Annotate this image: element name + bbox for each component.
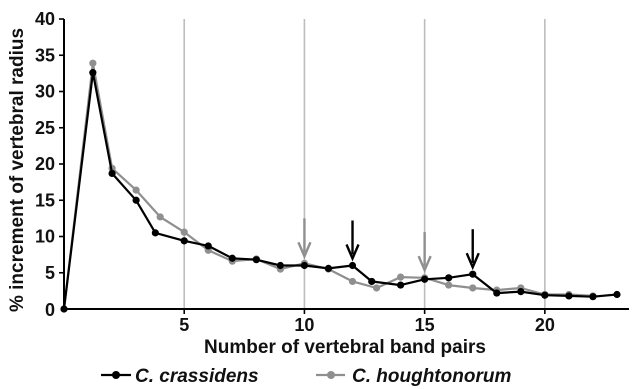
data-point-crassidens-5 bbox=[180, 237, 188, 245]
y-tick-label-40: 40 bbox=[35, 9, 55, 29]
tick-labels: 5 10 15 20 25 30 35 40 0 5 10 15 20 bbox=[35, 9, 555, 335]
y-tick-label-15: 15 bbox=[35, 190, 55, 210]
arrow-head-2 bbox=[417, 255, 432, 274]
data-point-crassidens-16 bbox=[445, 274, 453, 282]
data-point-houghtonorum-14 bbox=[396, 273, 405, 281]
data-point-houghtonorum-5 bbox=[180, 228, 188, 236]
data-point-houghtonorum-1 bbox=[89, 59, 97, 67]
data-point-crassidens-9 bbox=[276, 261, 284, 270]
data-point-crassidens-18 bbox=[493, 289, 501, 297]
y-axis-title: % increment of vertebral radius bbox=[7, 28, 28, 312]
series-line-crassidens bbox=[62, 71, 618, 310]
x-tick-label-15: 15 bbox=[415, 315, 435, 335]
x-axis-title: Number of vertebral band pairs bbox=[204, 337, 486, 358]
x-tick-label-20: 20 bbox=[535, 315, 555, 335]
data-point-crassidens-1 bbox=[89, 69, 97, 77]
legend-label-crassidens: C. crassidens bbox=[135, 366, 259, 387]
data-point-crassidens-4 bbox=[151, 229, 159, 237]
data-point-crassidens-11 bbox=[324, 264, 333, 272]
legend-item-houghtonorum: C. houghtonorum bbox=[316, 366, 511, 387]
legend-item-crassidens: C. crassidens bbox=[101, 366, 259, 387]
data-point-houghtonorum-16 bbox=[445, 281, 453, 289]
y-tick-label-35: 35 bbox=[35, 45, 55, 65]
legend-marker-houghtonorum bbox=[327, 371, 335, 379]
legend: C. crassidens C. houghtonorum bbox=[101, 366, 511, 387]
data-point-houghtonorum-3 bbox=[132, 186, 140, 194]
data-point-crassidens-22 bbox=[589, 293, 597, 301]
y-tick-label-25: 25 bbox=[35, 118, 55, 138]
data-point-crassidens-10 bbox=[300, 261, 309, 270]
data-point-crassidens-17 bbox=[469, 270, 477, 278]
data-point-crassidens-6 bbox=[204, 242, 212, 250]
legend-label-houghtonorum: C. houghtonorum bbox=[352, 366, 511, 387]
annotation-arrows bbox=[297, 218, 480, 274]
data-point-crassidens-3 bbox=[132, 196, 140, 204]
arrow-head-1 bbox=[345, 244, 360, 262]
data-point-crassidens-13 bbox=[368, 277, 376, 286]
grid-lines bbox=[183, 19, 546, 309]
data-point-crassidens-7 bbox=[228, 254, 236, 262]
y-tick-label-30: 30 bbox=[35, 82, 55, 102]
data-point-houghtonorum-17 bbox=[469, 284, 477, 292]
data-point-crassidens-20 bbox=[541, 291, 549, 299]
y-tick-label-5: 5 bbox=[45, 263, 55, 283]
data-point-crassidens-12 bbox=[348, 261, 357, 270]
y-tick-label-10: 10 bbox=[35, 227, 55, 247]
data-point-crassidens-21 bbox=[565, 292, 573, 300]
data-point-crassidens-8 bbox=[252, 256, 260, 264]
data-point-houghtonorum-4 bbox=[156, 213, 164, 221]
data-point-crassidens-19 bbox=[517, 288, 525, 296]
data-point-crassidens-2 bbox=[108, 169, 116, 178]
data-point-houghtonorum-12 bbox=[348, 277, 357, 286]
y-tick-label-20: 20 bbox=[35, 154, 55, 174]
data-point-crassidens-23 bbox=[613, 290, 621, 299]
series-lines bbox=[60, 59, 621, 313]
origin-tick-label: 0 bbox=[45, 300, 55, 320]
x-tick-label-5: 5 bbox=[179, 315, 189, 335]
data-point-crassidens-14 bbox=[396, 281, 405, 289]
arrow-head-0 bbox=[297, 241, 312, 260]
legend-marker-crassidens bbox=[112, 371, 120, 379]
data-point-crassidens-15 bbox=[421, 275, 429, 283]
data-point-houghtonorum-13 bbox=[372, 284, 381, 292]
arrow-head-3 bbox=[465, 252, 480, 271]
x-tick-label-10: 10 bbox=[294, 315, 314, 335]
axes bbox=[59, 18, 629, 314]
